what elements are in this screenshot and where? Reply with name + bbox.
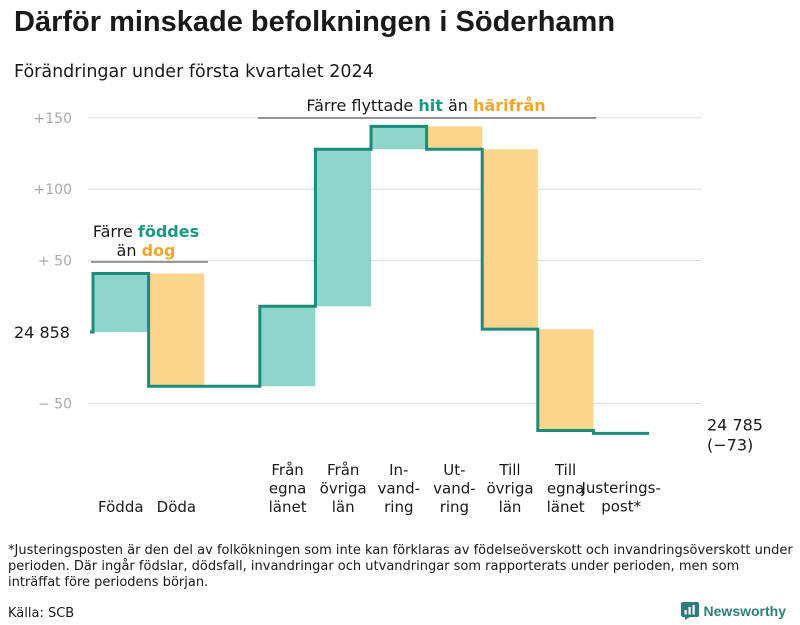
end-change-label: (−73) [707, 435, 753, 454]
category-label: Födda [98, 498, 144, 516]
category-label: Ut-vand-ring [433, 461, 476, 516]
category-label: In-vand-ring [378, 461, 421, 516]
waterfall-chart: +150 +100 + 50 − 50 24 858 24 785(−73) Födda Dö… [14, 96, 763, 516]
waterfall-bar [426, 126, 483, 150]
waterfall-bar [259, 306, 316, 387]
category-label: Från egna länet [269, 461, 307, 516]
annotation-births-line1: Färre föddes [93, 222, 199, 241]
newsworthy-logo-icon [680, 602, 699, 620]
y-tick-label: − 50 [38, 396, 72, 412]
annotation-births-line2: än dog [117, 241, 176, 260]
step-line [90, 124, 649, 435]
category-label: Från övriga län [320, 461, 367, 516]
annotation-migration: Färre flyttade hit än härifrån [306, 96, 545, 115]
waterfall-bar [371, 126, 427, 150]
category-label: Justerings-post* [580, 479, 660, 516]
y-tick-label: + 50 [38, 254, 72, 270]
category-label: Till övriga län [486, 461, 533, 516]
end-value-label: 24 785 [707, 415, 763, 434]
waterfall-bar [315, 149, 371, 307]
waterfall-bar [482, 149, 538, 330]
source-note: Källa: SCB [8, 606, 75, 621]
footnote: *Justeringsposten är den del av folkökni… [8, 543, 793, 590]
y-tick-label: +100 [34, 182, 72, 198]
waterfall-bar [93, 273, 149, 332]
y-tick-label: +150 [34, 111, 72, 127]
waterfall-bar [537, 329, 594, 431]
brand-name: Newsworthy [703, 603, 786, 619]
brand[interactable]: Newsworthy [680, 602, 786, 620]
chart-subtitle: Förändringar under första kvartalet 2024 [14, 62, 374, 82]
chart-title: Därför minskade befolkningen i Söderhamn [14, 6, 616, 38]
baseline-label: 24 858 [14, 323, 70, 342]
category-label: Döda [157, 498, 196, 516]
waterfall-bar [148, 273, 205, 387]
category-label: Till egna länet [547, 461, 585, 516]
